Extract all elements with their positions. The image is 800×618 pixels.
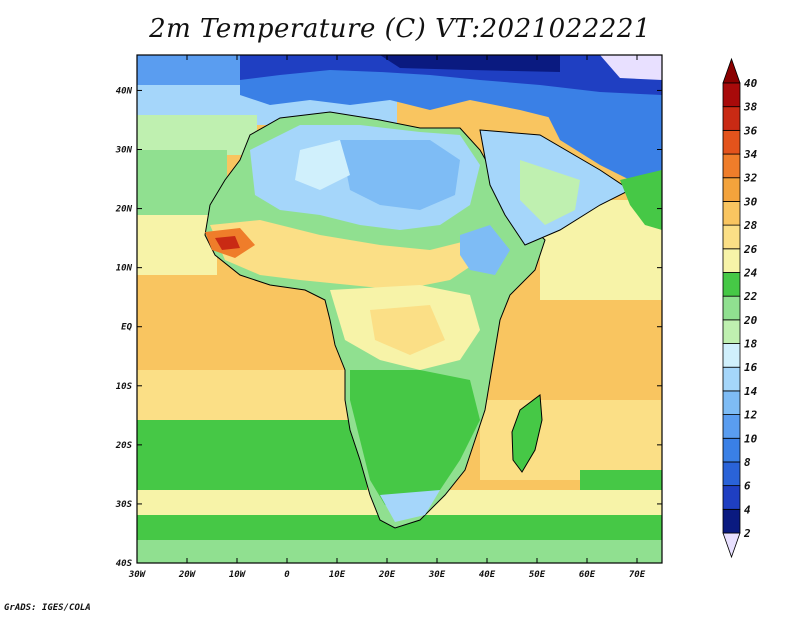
lat-tick-label: 10N [116,264,133,274]
colorbar-label: 38 [743,101,758,114]
colorbar-segment [722,343,741,368]
chart-title: 2m Temperature (C) VT:2021022221 [149,14,651,44]
lat-tick-label: 30N [115,146,133,156]
colorbar-label: 4 [744,503,751,516]
colorbar-label: 18 [744,338,758,351]
colorbar-segment [722,485,741,510]
lat-tick-label: 20N [115,205,133,215]
lon-tick-label: 50E [529,570,546,580]
colorbar-label: 2 [743,527,751,540]
longitude-axis: 30W 20W 10W 0 10E 20E 30E 40E 50E 60E 70E [128,55,646,580]
grads-credit: GrADS: IGES/COLA [4,603,91,613]
colorbar-label: 26 [743,243,758,256]
colorbar-segment [722,224,741,250]
colorbar-top-arrow [722,57,741,84]
colorbar-label: 16 [744,361,758,374]
map-field [137,55,662,563]
colorbar-label: 36 [743,124,758,137]
lon-tick-label: 20E [378,570,396,580]
colorbar-segment [722,319,741,344]
lon-tick-label: 60E [579,570,596,580]
colorbar-segment [722,272,741,297]
lon-tick-label: 0 [284,570,290,580]
plot-frame [136,54,663,564]
colorbar-segment [722,153,741,179]
lat-tick-label: 40S [116,559,133,569]
colorbar-segment [722,106,741,131]
lon-tick-label: 70E [629,570,646,580]
colorbar-segment [722,177,741,202]
lat-tick-label: 40N [116,86,133,96]
colorbar-segment [722,366,741,392]
latitude-axis: 40S 30S 20S 10S EQ 10N 20N 30N 40N [115,86,662,569]
colorbar-segment [722,129,741,155]
colorbar-label: 10 [744,432,758,445]
colorbar-label: 14 [744,385,758,398]
colorbar-label: 12 [744,409,758,422]
colorbar-label: 30 [743,195,758,208]
colorbar-bottom-arrow [722,532,741,559]
colorbar-segment [722,82,741,108]
colorbar-label: 22 [743,290,758,303]
colorbar-label: 8 [744,456,751,469]
lon-tick-label: 10E [329,570,346,580]
colorbar-segment [722,437,741,463]
colorbar-segment [722,414,741,439]
colorbar-segment [722,295,741,321]
lat-tick-label: 20S [115,441,133,451]
colorbar-label: 34 [743,148,758,161]
lon-tick-label: 40E [479,570,496,580]
colorbar-label: 28 [743,219,758,232]
lat-tick-label: 30S [115,500,133,510]
colorbar-segment [722,248,741,273]
lon-tick-label: 10W [229,570,247,580]
colorbar-segment [722,461,741,487]
colorbar-label: 40 [744,77,758,90]
lat-tick-label: EQ [121,323,132,333]
colorbar-label: 20 [743,314,758,327]
colorbar-segment [722,201,741,226]
colorbar-label: 32 [743,172,758,185]
lat-tick-label: 10S [116,382,133,392]
colorbar-label: 6 [744,480,751,493]
lon-tick-label: 20W [178,570,197,580]
colorbar-segment [722,390,741,415]
lon-tick-label: 30W [128,570,147,580]
colorbar-label: 24 [743,266,758,279]
lon-tick-label: 30E [428,570,446,580]
colorbar-segment [722,508,741,534]
